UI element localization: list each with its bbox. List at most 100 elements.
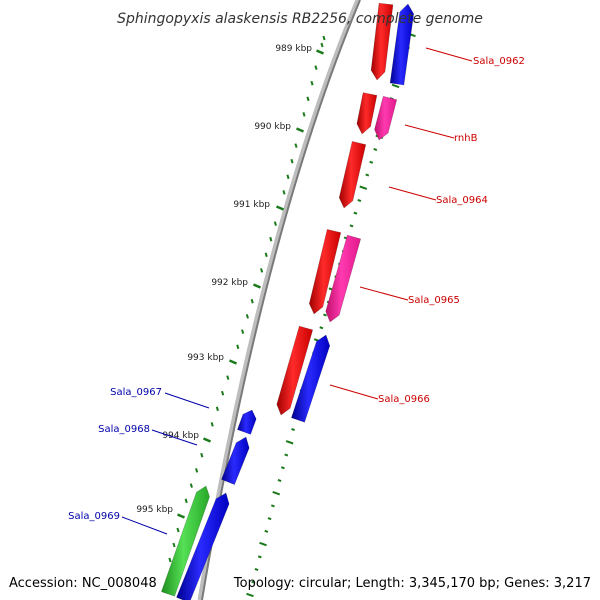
inner-tick — [369, 160, 374, 164]
minor-tick — [290, 158, 294, 164]
gene-label-sala-0967[interactable]: Sala_0967 — [110, 387, 162, 398]
minor-tick — [241, 329, 245, 334]
inner-tick — [272, 491, 281, 496]
minor-tick — [189, 483, 193, 488]
major-tick — [296, 127, 304, 133]
inner-tick — [264, 529, 269, 533]
label-leader-line — [121, 516, 168, 535]
inner-tick — [280, 466, 285, 470]
gene-arrow-sala-0962[interactable] — [370, 2, 394, 81]
minor-tick — [302, 112, 306, 117]
inner-tick — [373, 148, 378, 152]
label-leader-line — [404, 124, 455, 139]
minor-tick — [184, 498, 188, 504]
label-leader-line — [388, 186, 437, 201]
inner-tick — [284, 453, 289, 457]
minor-tick — [210, 422, 214, 427]
tick-label: 990 kbp — [254, 122, 291, 132]
inner-tick — [323, 313, 327, 317]
minor-tick — [176, 527, 180, 533]
gene-arrow-sala-0966[interactable] — [291, 334, 331, 423]
major-tick — [229, 359, 237, 365]
label-leader-line — [151, 429, 198, 446]
inner-tick — [277, 478, 282, 482]
gene-arrow-rnhb[interactable] — [356, 92, 378, 135]
inner-tick — [391, 83, 400, 89]
label-leader-line — [164, 392, 210, 409]
inner-tick — [349, 224, 354, 228]
gene-label-sala-0965[interactable]: Sala_0965 — [408, 295, 460, 306]
minor-tick — [322, 35, 326, 41]
inner-tick — [267, 517, 272, 521]
scale-ruler: 989 kbp 990 kbp 991 kbp 992 kbp 993 kbp 994 k… — [136, 32, 416, 598]
gene-label-sala-0962[interactable]: Sala_0962 — [473, 56, 525, 67]
gene-arrow-sala-0966[interactable] — [276, 325, 314, 416]
topology-text: Topology: circular; Length: 3,345,170 bp… — [233, 576, 591, 591]
gene-label-sala-0964[interactable]: Sala_0964 — [436, 195, 488, 206]
accession-text: Accession: NC_008048 — [9, 576, 157, 591]
gene-arrow-rnhb[interactable] — [374, 95, 398, 141]
inner-tick — [365, 173, 370, 177]
minor-tick — [294, 143, 298, 148]
gene-label-rnhb[interactable]: rnhB — [454, 133, 478, 144]
minor-tick — [320, 42, 324, 48]
inner-tick — [319, 326, 324, 330]
gene-arrow-sala-0962[interactable] — [389, 3, 415, 86]
inner-tick — [251, 580, 256, 584]
inner-tick — [254, 568, 259, 572]
inner-tick — [259, 541, 267, 547]
minor-tick — [195, 468, 199, 473]
minor-tick — [172, 542, 176, 548]
tick-label: 993 kbp — [187, 353, 224, 363]
tick-label: 992 kbp — [211, 278, 248, 288]
minor-tick — [200, 452, 204, 458]
tick-label: 995 kbp — [136, 505, 173, 515]
tick-label: 991 kbp — [233, 200, 270, 210]
gene-arrow-sala-0967[interactable] — [237, 409, 257, 435]
gene-features — [161, 2, 415, 600]
minor-tick — [168, 557, 172, 563]
major-tick — [203, 437, 211, 443]
inner-tick — [257, 555, 262, 559]
label-leader-line — [425, 47, 473, 62]
major-tick — [177, 513, 185, 519]
gene-labels: Sala_0962 rnhB Sala_0964 Sala_0965 Sala_0966… — [68, 47, 525, 535]
minor-tick — [273, 221, 277, 226]
map-title: Sphingopyxis alaskensis RB2256, complete… — [117, 11, 483, 27]
minor-tick — [306, 96, 310, 102]
label-leader-line — [329, 384, 379, 400]
minor-tick — [250, 298, 254, 304]
label-leader-line — [359, 286, 409, 301]
gene-arrow-sala-0969[interactable] — [176, 492, 230, 600]
tick-label: 989 kbp — [275, 44, 312, 54]
inner-tick — [291, 428, 295, 432]
minor-tick — [269, 236, 273, 242]
inner-tick — [246, 592, 254, 598]
minor-tick — [282, 190, 286, 195]
gene-label-sala-0969[interactable]: Sala_0969 — [68, 511, 120, 522]
inner-tick — [285, 440, 294, 445]
minor-tick — [226, 375, 230, 380]
minor-tick — [310, 80, 314, 86]
minor-tick — [215, 406, 219, 412]
gene-label-sala-0966[interactable]: Sala_0966 — [378, 394, 430, 405]
gene-arrow-sala-0964[interactable] — [338, 141, 367, 209]
gene-arrow-sala-0969[interactable] — [161, 485, 210, 597]
inner-tick — [359, 185, 368, 190]
gene-arrow-sala-0968[interactable] — [221, 436, 250, 485]
minor-tick — [314, 65, 318, 70]
minor-tick — [286, 174, 290, 180]
minor-tick — [221, 390, 225, 396]
minor-tick — [236, 344, 240, 350]
major-tick — [253, 283, 261, 289]
inner-tick — [353, 211, 358, 215]
gene-arrow-sala-0965[interactable] — [325, 234, 362, 323]
major-tick — [276, 205, 284, 211]
gene-label-sala-0968[interactable]: Sala_0968 — [98, 424, 150, 435]
inner-tick — [357, 198, 362, 202]
minor-tick — [264, 252, 268, 258]
gene-arrow-sala-0965[interactable] — [308, 229, 342, 315]
minor-tick — [260, 268, 264, 273]
